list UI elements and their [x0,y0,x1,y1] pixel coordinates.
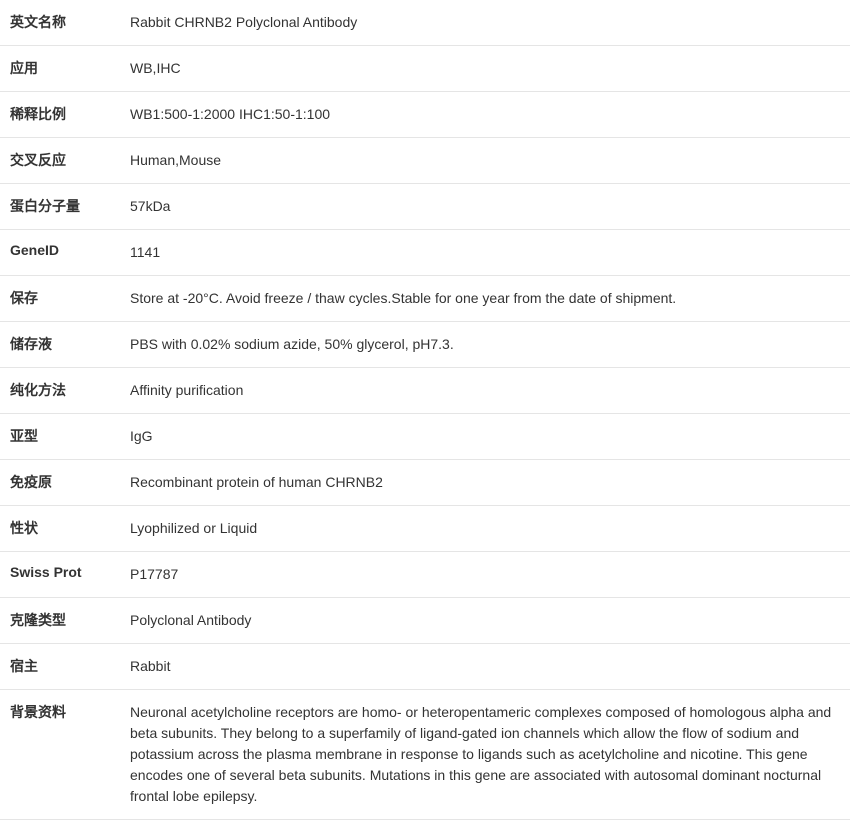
row-label: 免疫原 [0,460,130,506]
table-row: 纯化方法 Affinity purification [0,368,850,414]
row-label: 克隆类型 [0,598,130,644]
table-row: 克隆类型 Polyclonal Antibody [0,598,850,644]
table-row: GeneID 1141 [0,230,850,276]
row-value: Store at -20°C. Avoid freeze / thaw cycl… [130,276,850,322]
row-value: Lyophilized or Liquid [130,506,850,552]
row-value: WB,IHC [130,46,850,92]
row-label: 储存液 [0,322,130,368]
table-row: 应用 WB,IHC [0,46,850,92]
row-label: 蛋白分子量 [0,184,130,230]
table-row: 免疫原 Recombinant protein of human CHRNB2 [0,460,850,506]
table-row: 交叉反应 Human,Mouse [0,138,850,184]
row-label: 英文名称 [0,0,130,46]
table-row: 稀释比例 WB1:500-1:2000 IHC1:50-1:100 [0,92,850,138]
row-value: Polyclonal Antibody [130,598,850,644]
table-row: 宿主 Rabbit [0,644,850,690]
table-row: 背景资料 Neuronal acetylcholine receptors ar… [0,690,850,820]
row-value: 57kDa [130,184,850,230]
table-row: 储存液 PBS with 0.02% sodium azide, 50% gly… [0,322,850,368]
row-label: GeneID [0,230,130,276]
row-value: PBS with 0.02% sodium azide, 50% glycero… [130,322,850,368]
row-label: 交叉反应 [0,138,130,184]
row-value: Rabbit CHRNB2 Polyclonal Antibody [130,0,850,46]
table-row: 亚型 IgG [0,414,850,460]
table-row: 蛋白分子量 57kDa [0,184,850,230]
row-value: Affinity purification [130,368,850,414]
row-label: Swiss Prot [0,552,130,598]
spec-table-body: 英文名称 Rabbit CHRNB2 Polyclonal Antibody 应… [0,0,850,820]
table-row: 保存 Store at -20°C. Avoid freeze / thaw c… [0,276,850,322]
row-label: 亚型 [0,414,130,460]
row-label: 性状 [0,506,130,552]
row-label: 保存 [0,276,130,322]
row-label: 背景资料 [0,690,130,820]
row-value: IgG [130,414,850,460]
row-value: Neuronal acetylcholine receptors are hom… [130,690,850,820]
row-label: 应用 [0,46,130,92]
table-row: Swiss Prot P17787 [0,552,850,598]
row-value: Recombinant protein of human CHRNB2 [130,460,850,506]
row-label: 稀释比例 [0,92,130,138]
row-label: 纯化方法 [0,368,130,414]
row-value: P17787 [130,552,850,598]
table-row: 英文名称 Rabbit CHRNB2 Polyclonal Antibody [0,0,850,46]
row-value: WB1:500-1:2000 IHC1:50-1:100 [130,92,850,138]
row-value: Rabbit [130,644,850,690]
row-value: 1141 [130,230,850,276]
row-value: Human,Mouse [130,138,850,184]
table-row: 性状 Lyophilized or Liquid [0,506,850,552]
spec-table: 英文名称 Rabbit CHRNB2 Polyclonal Antibody 应… [0,0,850,820]
row-label: 宿主 [0,644,130,690]
